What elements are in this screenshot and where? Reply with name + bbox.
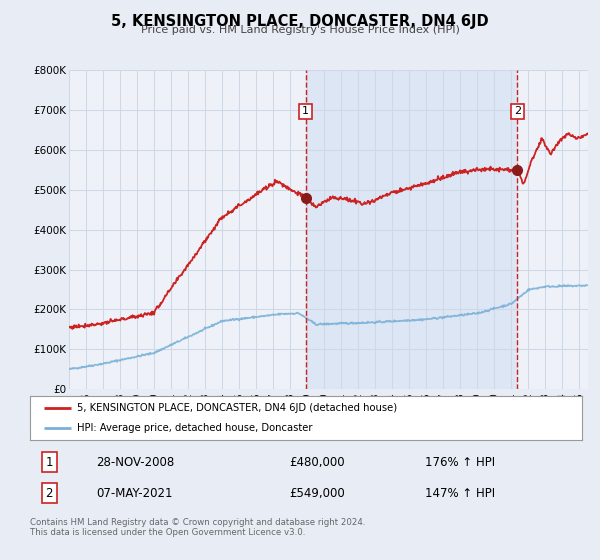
Text: 1: 1 bbox=[302, 106, 309, 116]
Text: 1: 1 bbox=[46, 456, 53, 469]
Text: Price paid vs. HM Land Registry's House Price Index (HPI): Price paid vs. HM Land Registry's House … bbox=[140, 25, 460, 35]
Text: 147% ↑ HPI: 147% ↑ HPI bbox=[425, 487, 496, 500]
Text: HPI: Average price, detached house, Doncaster: HPI: Average price, detached house, Donc… bbox=[77, 423, 313, 433]
Text: £480,000: £480,000 bbox=[289, 456, 345, 469]
Text: 28-NOV-2008: 28-NOV-2008 bbox=[96, 456, 174, 469]
Text: 5, KENSINGTON PLACE, DONCASTER, DN4 6JD (detached house): 5, KENSINGTON PLACE, DONCASTER, DN4 6JD … bbox=[77, 403, 397, 413]
Text: £549,000: £549,000 bbox=[289, 487, 345, 500]
Text: 2: 2 bbox=[514, 106, 521, 116]
Bar bbox=[305, 70, 517, 389]
Text: 5, KENSINGTON PLACE, DONCASTER, DN4 6JD: 5, KENSINGTON PLACE, DONCASTER, DN4 6JD bbox=[111, 14, 489, 29]
Text: 176% ↑ HPI: 176% ↑ HPI bbox=[425, 456, 496, 469]
Text: 2: 2 bbox=[46, 487, 53, 500]
Text: 07-MAY-2021: 07-MAY-2021 bbox=[97, 487, 173, 500]
Text: Contains HM Land Registry data © Crown copyright and database right 2024.
This d: Contains HM Land Registry data © Crown c… bbox=[30, 518, 365, 538]
